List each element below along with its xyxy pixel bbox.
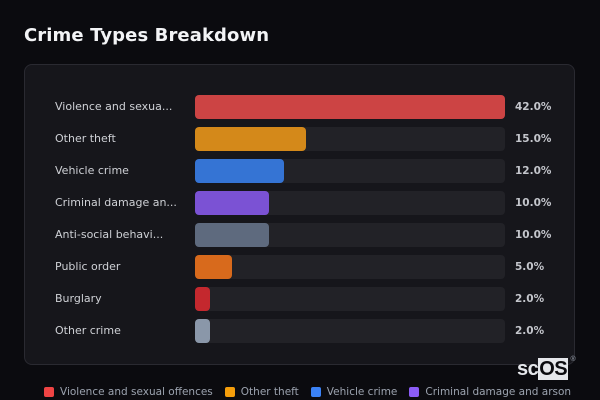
- bar-row: Public order 5.0%: [25, 255, 574, 279]
- legend-label: Violence and sexual offences: [60, 386, 213, 398]
- bar-track: [195, 95, 505, 119]
- bar-value: 5.0%: [515, 261, 545, 273]
- bar-value: 2.0%: [515, 293, 545, 305]
- bar-value: 2.0%: [515, 325, 545, 337]
- bar-row: Violence and sexua... 42.0%: [25, 95, 574, 119]
- legend-item[interactable]: Criminal damage and arson: [409, 386, 571, 398]
- legend-item[interactable]: Violence and sexual offences: [44, 386, 213, 398]
- bar-track: [195, 319, 505, 343]
- bar-track: [195, 287, 505, 311]
- legend-item[interactable]: Vehicle crime: [310, 386, 398, 398]
- scos-logo: scOS ®: [517, 356, 576, 381]
- bar-label: Public order: [55, 260, 121, 273]
- chart-legend: Violence and sexual offences Other theft V…: [44, 386, 571, 398]
- bar-label: Violence and sexua...: [55, 100, 173, 113]
- bar-row: Anti-social behavi... 10.0%: [25, 223, 574, 247]
- chart-title: Crime Types Breakdown: [24, 25, 270, 46]
- legend-label: Vehicle crime: [326, 386, 398, 398]
- bar-row: Other crime 2.0%: [25, 319, 574, 343]
- chart-card: Violence and sexua... 42.0% Other theft 15.…: [24, 64, 575, 365]
- bar-label: Anti-social behavi...: [55, 228, 164, 241]
- legend-label: Criminal damage and arson: [425, 386, 572, 398]
- bar-row: Burglary 2.0%: [25, 287, 574, 311]
- bar-track: [195, 255, 505, 279]
- bar-label: Criminal damage an...: [55, 196, 177, 209]
- bar-row: Vehicle crime 12.0%: [25, 159, 574, 183]
- logo-highlight: OS: [538, 358, 569, 380]
- legend-label: Other theft: [240, 386, 299, 398]
- logo-prefix: sc: [517, 358, 539, 380]
- bar-label: Vehicle crime: [55, 164, 129, 177]
- bar-row: Other theft 15.0%: [25, 127, 574, 151]
- registered-mark: ®: [570, 356, 576, 363]
- bar-value: 12.0%: [515, 165, 552, 177]
- bar-fill[interactable]: [195, 191, 269, 215]
- bar-fill[interactable]: [195, 255, 232, 279]
- bar-fill[interactable]: [195, 95, 505, 119]
- bar-track: [195, 127, 505, 151]
- bar-fill[interactable]: [195, 287, 210, 311]
- bar-value: 10.0%: [515, 197, 552, 209]
- legend-swatch-icon: [44, 387, 54, 397]
- legend-item[interactable]: Other theft: [224, 386, 299, 398]
- bar-fill[interactable]: [195, 159, 284, 183]
- bar-fill[interactable]: [195, 127, 306, 151]
- legend-swatch-icon: [310, 387, 321, 397]
- bar-label: Other crime: [55, 324, 121, 337]
- bar-track: [195, 191, 505, 215]
- bar-value: 10.0%: [515, 229, 552, 241]
- bar-value: 42.0%: [515, 101, 552, 113]
- legend-swatch-icon: [409, 387, 420, 397]
- bar-label: Burglary: [55, 292, 102, 305]
- bar-fill[interactable]: [195, 319, 210, 343]
- bar-value: 15.0%: [515, 133, 552, 145]
- bar-track: [195, 223, 505, 247]
- bar-fill[interactable]: [195, 223, 269, 247]
- legend-swatch-icon: [224, 387, 235, 397]
- bar-label: Other theft: [55, 132, 116, 145]
- bar-row: Criminal damage an... 10.0%: [25, 191, 574, 215]
- bar-track: [195, 159, 505, 183]
